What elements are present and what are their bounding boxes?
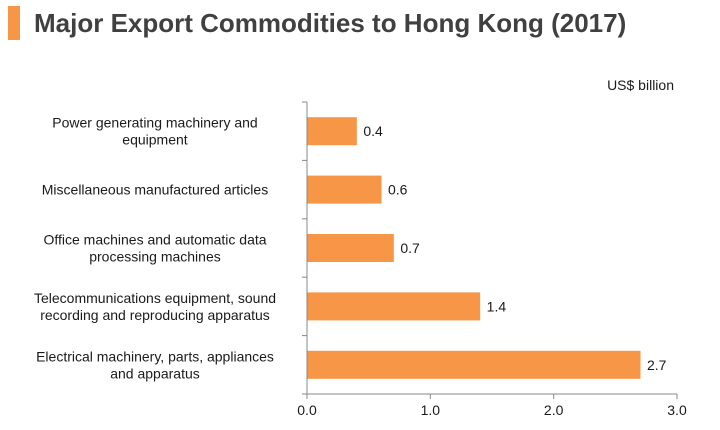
category-label: Electrical machinery, parts, appliances a… — [36, 348, 274, 381]
category-label-line: Miscellaneous manufactured articles — [42, 182, 268, 198]
category-label-line: recording and reproducing apparatus — [40, 307, 270, 323]
category-label: Office machines and automatic data proces… — [43, 232, 266, 265]
chart-title: Major Export Commodities to Hong Kong (2… — [34, 8, 627, 38]
data-label: 1.4 — [487, 298, 507, 314]
x-tick-label: 3.0 — [667, 402, 687, 418]
category-label-line: Power generating machinery and — [52, 115, 257, 131]
bar — [307, 117, 357, 146]
category-label: Power generating machinery and equipment — [52, 115, 257, 148]
bar — [307, 175, 382, 204]
bar — [307, 292, 481, 321]
category-label-line: processing machines — [89, 249, 221, 265]
bar — [307, 350, 641, 379]
category-label-line: and apparatus — [110, 365, 200, 381]
data-label: 0.7 — [400, 240, 420, 256]
unit-label: US$ billion — [607, 77, 674, 93]
x-tick-label: 0.0 — [297, 402, 317, 418]
x-tick-label: 1.0 — [421, 402, 441, 418]
data-label: 0.4 — [363, 123, 383, 139]
category-label-line: equipment — [122, 132, 187, 148]
title-accent-bar — [8, 6, 20, 40]
category-label-line: Telecommunications equipment, sound — [34, 290, 276, 306]
data-label: 2.7 — [647, 357, 667, 373]
category-label: Telecommunications equipment, sound recor… — [34, 290, 276, 323]
x-tick-label: 2.0 — [544, 402, 564, 418]
category-label-line: Electrical machinery, parts, appliances — [36, 348, 274, 364]
category-label: Miscellaneous manufactured articles — [42, 182, 268, 198]
category-label-line: Office machines and automatic data — [43, 232, 266, 248]
data-label: 0.6 — [388, 182, 408, 198]
bar — [307, 234, 394, 262]
